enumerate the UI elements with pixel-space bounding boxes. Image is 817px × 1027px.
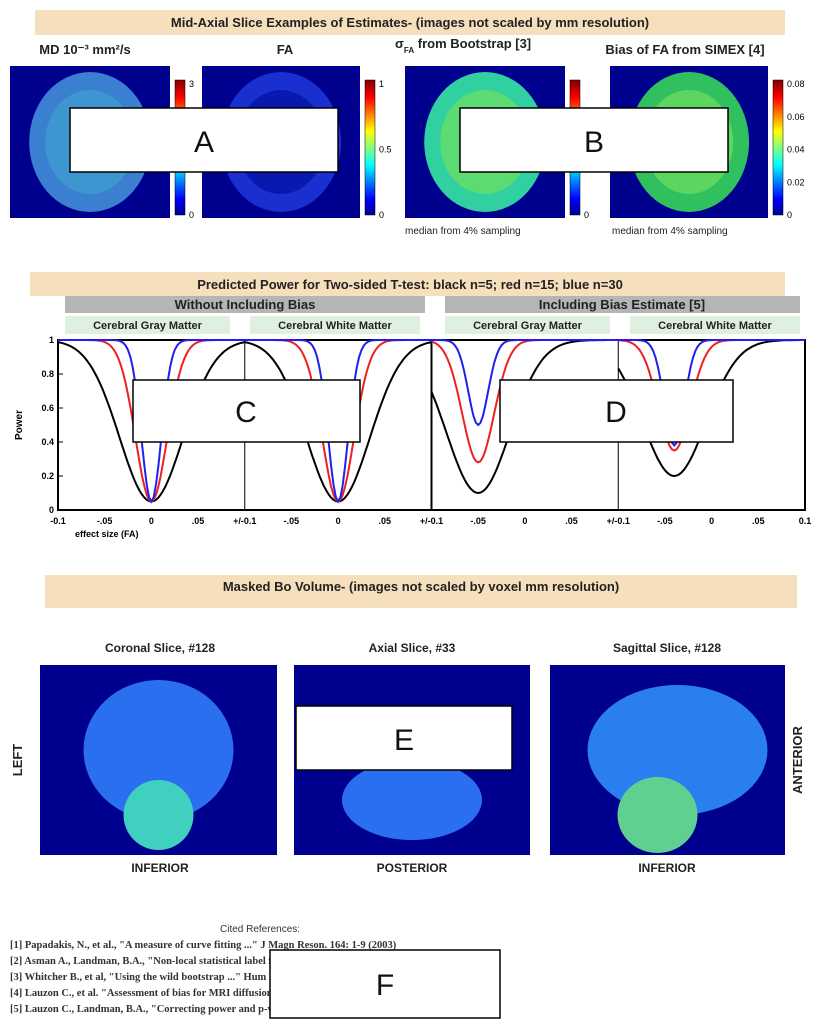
group-label: Without Including Bias bbox=[175, 297, 316, 312]
colorbar-tick-label: 0.06 bbox=[787, 112, 805, 122]
panel-title: MD 10⁻³ mm²/s bbox=[39, 42, 130, 57]
box-label: E bbox=[394, 724, 414, 757]
x-tick-label: -.05 bbox=[657, 516, 673, 526]
box-label: A bbox=[194, 126, 214, 159]
panel-title: σFA from Bootstrap [3] bbox=[395, 36, 531, 55]
colorbar-tick-label: 0 bbox=[189, 210, 194, 220]
colorbar bbox=[365, 80, 375, 215]
x-tick-label: 0 bbox=[336, 516, 341, 526]
box-label: D bbox=[605, 396, 627, 429]
side-label: LEFT bbox=[10, 744, 25, 777]
x-tick-label: 0 bbox=[149, 516, 154, 526]
panel-title: Coronal Slice, #128 bbox=[105, 641, 215, 655]
tissue-label: Cerebral Gray Matter bbox=[93, 320, 203, 332]
panel-title: FA bbox=[277, 42, 294, 57]
orientation-label: POSTERIOR bbox=[377, 861, 448, 875]
x-axis-label: effect size (FA) bbox=[75, 529, 139, 539]
colorbar bbox=[773, 80, 783, 215]
colorbar-tick-label: 0 bbox=[787, 210, 792, 220]
box-label: B bbox=[584, 126, 604, 159]
x-tick-label: 0 bbox=[709, 516, 714, 526]
subscript: FA bbox=[404, 46, 414, 55]
side-label: ANTERIOR bbox=[790, 725, 805, 794]
y-tick-label: 0.4 bbox=[41, 437, 54, 447]
tissue-label: Cerebral Gray Matter bbox=[473, 320, 583, 332]
x-tick-label: .05 bbox=[752, 516, 765, 526]
symbol: σ bbox=[395, 36, 404, 51]
y-tick-label: 0.2 bbox=[41, 471, 54, 481]
colorbar-tick-label: 0 bbox=[379, 210, 384, 220]
x-tick-label: .05 bbox=[192, 516, 205, 526]
x-tick-label: 0.1 bbox=[799, 516, 812, 526]
x-tick-label: -0.1 bbox=[50, 516, 66, 526]
box-label: F bbox=[376, 969, 394, 1002]
colorbar-tick-label: 0.02 bbox=[787, 177, 805, 187]
x-tick-label: 0 bbox=[522, 516, 527, 526]
tissue-label: Cerebral White Matter bbox=[278, 320, 392, 332]
section-title: Mid-Axial Slice Examples of Estimates- (… bbox=[171, 15, 649, 30]
caption: median from 4% sampling bbox=[405, 226, 521, 237]
title-text: from Bootstrap [3] bbox=[414, 36, 531, 51]
section-title: Masked Bo Volume- (images not scaled by … bbox=[223, 579, 619, 594]
y-tick-label: 0 bbox=[49, 505, 54, 515]
colorbar-tick-label: 0.5 bbox=[379, 145, 392, 155]
x-tick-label: -.05 bbox=[284, 516, 300, 526]
poster: Mid-Axial Slice Examples of Estimates- (… bbox=[0, 0, 817, 1022]
x-tick-label: +/-0.1 bbox=[607, 516, 630, 526]
tissue-label: Cerebral White Matter bbox=[658, 320, 772, 332]
x-tick-label: +/-0.1 bbox=[233, 516, 256, 526]
colorbar-tick-label: 0.08 bbox=[787, 79, 805, 89]
box-label: C bbox=[235, 396, 257, 429]
y-tick-label: 1 bbox=[49, 335, 54, 345]
y-tick-label: 0.6 bbox=[41, 403, 54, 413]
y-tick-label: 0.8 bbox=[41, 369, 54, 379]
orientation-label: INFERIOR bbox=[131, 861, 189, 875]
caption: median from 4% sampling bbox=[612, 226, 728, 237]
colorbar-tick-label: 0.04 bbox=[787, 145, 805, 155]
y-axis-label: Power bbox=[14, 410, 25, 440]
colorbar-tick-label: 3 bbox=[189, 79, 194, 89]
x-tick-label: -.05 bbox=[470, 516, 486, 526]
panel-title: Sagittal Slice, #128 bbox=[613, 641, 721, 655]
brain-tissue bbox=[342, 760, 482, 840]
x-tick-label: +/-0.1 bbox=[420, 516, 443, 526]
group-label: Including Bias Estimate [5] bbox=[539, 297, 705, 312]
orientation-label: INFERIOR bbox=[638, 861, 696, 875]
panel-title: Axial Slice, #33 bbox=[369, 641, 456, 655]
brain-tissue bbox=[124, 780, 194, 850]
x-tick-label: .05 bbox=[379, 516, 392, 526]
brain-tissue bbox=[618, 777, 698, 853]
panel-title: Bias of FA from SIMEX [4] bbox=[605, 42, 764, 57]
colorbar-tick-label: 1 bbox=[379, 79, 384, 89]
colorbar-tick-label: 0 bbox=[584, 210, 589, 220]
section-title: Predicted Power for Two-sided T-test: bl… bbox=[197, 277, 623, 292]
x-tick-label: -.05 bbox=[97, 516, 113, 526]
x-tick-label: .05 bbox=[565, 516, 578, 526]
references-heading: Cited References: bbox=[220, 924, 300, 935]
